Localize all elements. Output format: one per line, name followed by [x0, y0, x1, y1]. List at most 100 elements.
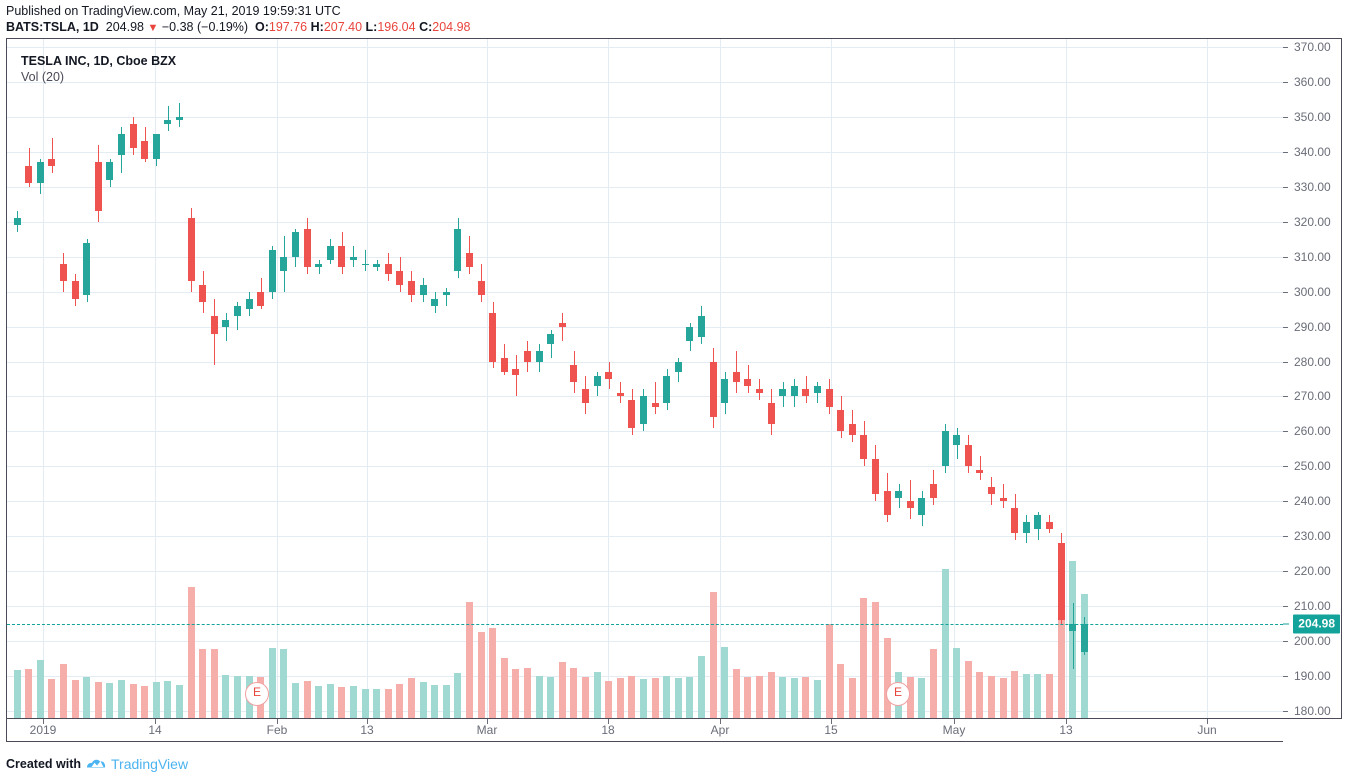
volume-bar — [1011, 670, 1019, 718]
volume-bar — [976, 672, 984, 718]
volume-bar — [1045, 673, 1053, 718]
price-tick-mark — [1283, 221, 1288, 223]
candle-body — [442, 291, 450, 296]
price-tick-label: 250.00 — [1294, 459, 1331, 474]
chart-legend: TESLA INC, 1D, Cboe BZX Vol (20) — [21, 53, 176, 85]
volume-bar — [1034, 673, 1042, 718]
volume-bar — [199, 648, 207, 718]
candle-body — [790, 385, 798, 397]
volume-bar — [744, 677, 752, 718]
candle-wick — [748, 365, 749, 393]
candle-body — [25, 165, 33, 184]
candle-wick — [817, 382, 818, 404]
candle-body — [489, 312, 497, 362]
grid-line-vertical — [831, 39, 832, 718]
candle-body — [384, 263, 392, 275]
grid-line-vertical — [43, 39, 44, 718]
candle-body — [94, 162, 102, 212]
earnings-marker[interactable]: E — [886, 682, 910, 706]
price-tick-mark — [1283, 466, 1288, 468]
grid-line-vertical — [1207, 39, 1208, 718]
volume-bar — [581, 677, 589, 718]
volume-bar — [59, 664, 67, 718]
grid-line-horizontal — [7, 676, 1283, 678]
volume-bar — [1080, 593, 1088, 718]
candle-body — [373, 263, 381, 268]
candle-body — [71, 281, 79, 299]
triangle-down-icon: ▼ — [147, 22, 159, 34]
open-label: O: — [255, 20, 269, 34]
candle-body — [628, 399, 636, 428]
candle-wick — [655, 382, 656, 414]
volume-bar — [953, 647, 961, 718]
candle-body — [895, 490, 903, 498]
grid-line-horizontal — [7, 291, 1283, 293]
volume-bar — [477, 632, 485, 718]
volume-bar — [431, 684, 439, 718]
price-tick-mark — [1283, 81, 1288, 83]
candle-body — [303, 228, 311, 268]
price-tick-label: 220.00 — [1294, 564, 1331, 579]
time-axis[interactable]: 2019 14 Feb 13 Mar 18 Apr 15 May 13 Jun — [6, 719, 1283, 742]
volume-bar — [628, 676, 636, 718]
legend-title: TESLA INC, 1D, Cboe BZX — [21, 54, 177, 68]
price-tick-mark — [1283, 151, 1288, 153]
candle-body — [674, 361, 682, 372]
volume-bar — [117, 679, 125, 718]
volume-bar — [825, 624, 833, 718]
price-tick-mark — [1283, 536, 1288, 538]
candle-body — [349, 256, 357, 261]
volume-bar — [106, 682, 114, 718]
volume-bar — [721, 647, 729, 718]
candle-body — [315, 263, 323, 268]
quote-line: BATS:TSLA, 1D 204.98 ▼ −0.38 (−0.19%) O:… — [6, 19, 1346, 37]
price-tick-label: 180.00 — [1294, 704, 1331, 719]
candle-body — [431, 298, 439, 306]
candle-body — [199, 284, 207, 303]
candle-body — [257, 291, 265, 306]
time-tick-label: Apr — [710, 723, 730, 737]
volume-bar — [291, 682, 299, 718]
volume-bar — [315, 685, 323, 718]
candle-body — [663, 375, 671, 404]
tradingview-logo-icon — [86, 757, 106, 771]
candle-body — [454, 228, 462, 271]
price-tick-label: 360.00 — [1294, 74, 1331, 89]
volume-bar — [616, 678, 624, 718]
price-axis[interactable]: 370.00 360.00 350.00 340.00 330.00 320.00 310.… — [1283, 38, 1342, 719]
volume-bar — [837, 664, 845, 718]
current-price-tick — [1283, 623, 1289, 625]
volume-bar — [813, 679, 821, 718]
open-value: 197.76 — [268, 20, 308, 34]
candle-body — [686, 326, 694, 341]
chart-plot-area[interactable]: E E TESLA INC, 1D, Cboe BZX Vol (20) — [6, 38, 1283, 719]
candle-body — [605, 372, 613, 379]
volume-bar — [83, 676, 91, 718]
volume-bar — [871, 601, 879, 718]
candle-body — [233, 305, 241, 317]
earnings-marker[interactable]: E — [245, 682, 269, 706]
volume-bar — [141, 686, 149, 718]
price-tick-label: 310.00 — [1294, 249, 1331, 264]
volume-bar — [1022, 673, 1030, 718]
price-tick-label: 340.00 — [1294, 144, 1331, 159]
candle-body — [709, 361, 717, 418]
price-tick-mark — [1283, 606, 1288, 608]
candle-body — [941, 431, 949, 467]
candle-wick — [620, 382, 621, 404]
price-tick-mark — [1283, 676, 1288, 678]
price-tick-mark — [1283, 711, 1288, 713]
time-tick-label: Mar — [476, 723, 498, 737]
candle-body — [802, 389, 810, 397]
candle-body — [883, 490, 891, 516]
volume-bar — [222, 674, 230, 718]
price-tick-label: 320.00 — [1294, 214, 1331, 229]
volume-bar — [396, 683, 404, 718]
volume-bar — [419, 682, 427, 718]
price-tick-label: 290.00 — [1294, 319, 1331, 334]
grid-line-vertical — [367, 39, 368, 718]
price-tick-mark — [1283, 361, 1288, 363]
time-tick-label: May — [942, 723, 966, 737]
volume-bar — [187, 587, 195, 718]
candle-body — [465, 253, 473, 268]
